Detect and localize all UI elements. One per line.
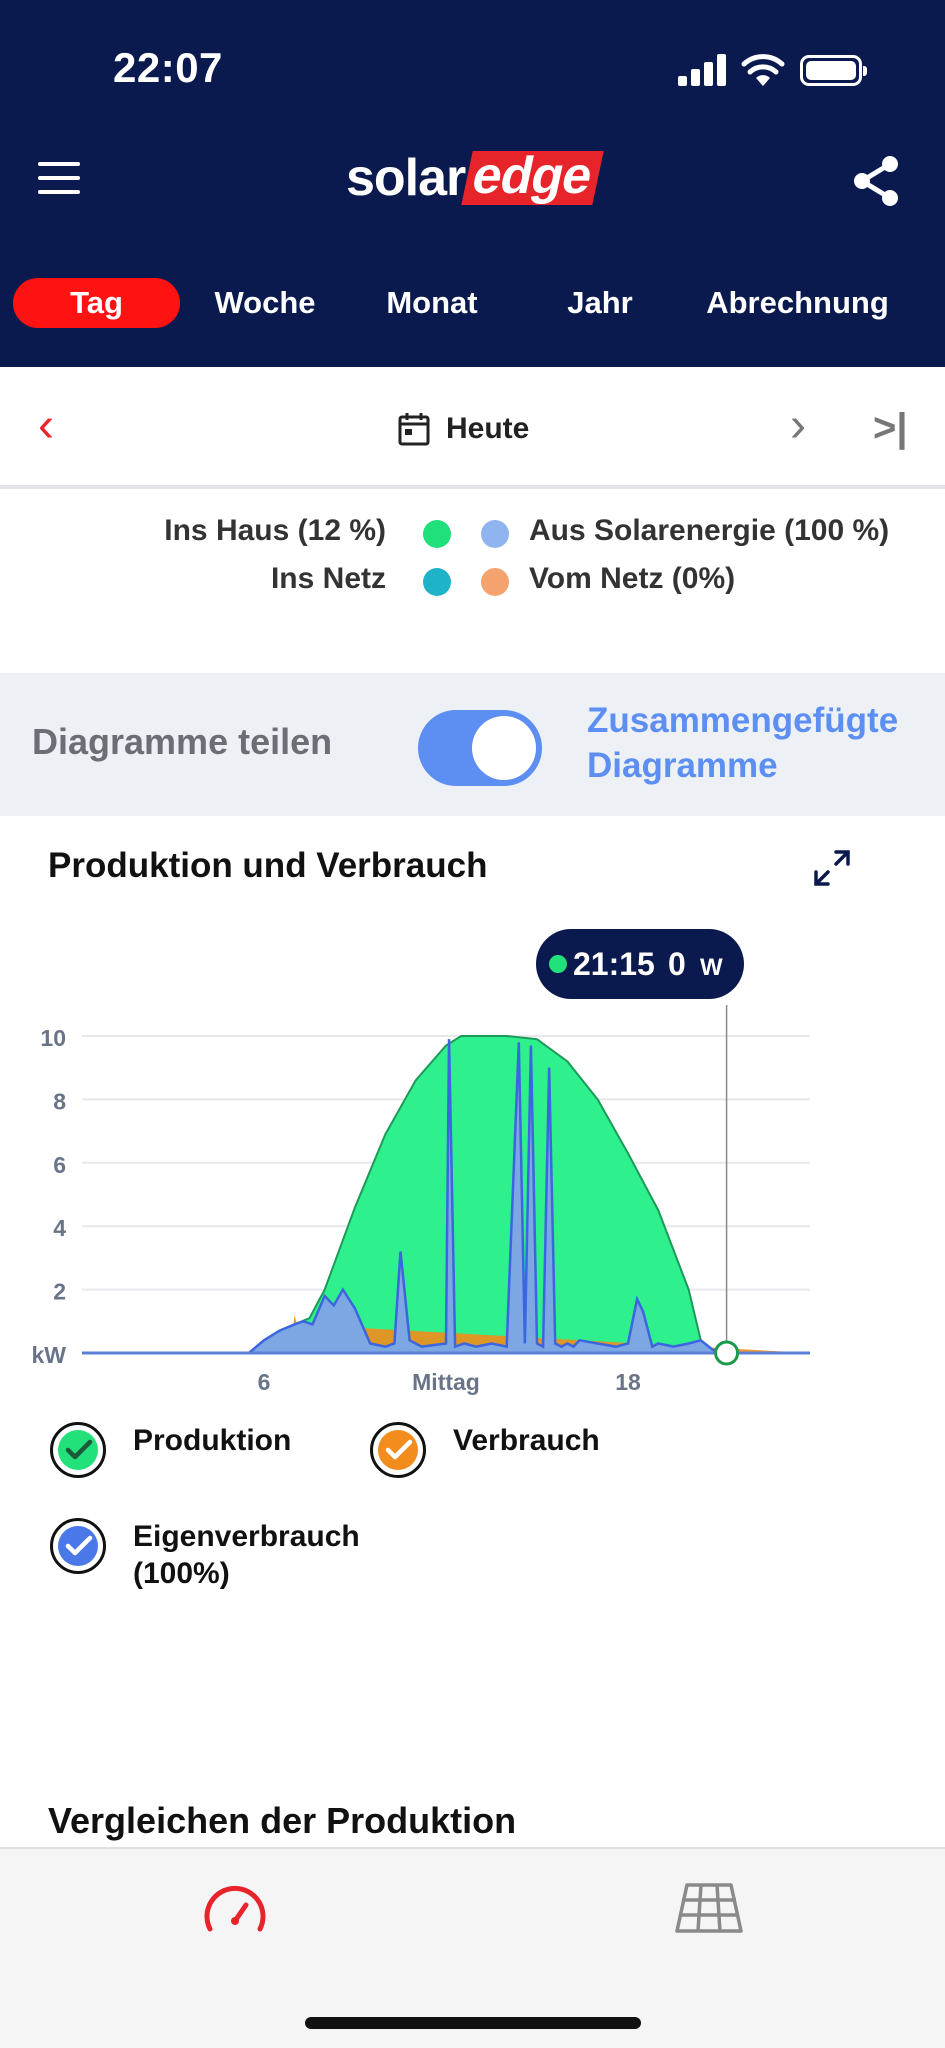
tab-tag[interactable]: Tag — [13, 278, 180, 328]
tab-monat[interactable]: Monat — [386, 285, 478, 320]
x-tick-label: 6 — [258, 1369, 271, 1395]
y-tick-label: 6 — [53, 1152, 66, 1178]
chevron-left-icon[interactable]: ‹ — [38, 399, 54, 452]
cursor-marker — [714, 1340, 740, 1366]
legend-eigenverbrauch[interactable]: Eigenverbrauch (100%) — [50, 1518, 390, 1608]
period-tabs: Tag Woche Monat Jahr Abrechnung — [0, 270, 945, 332]
wifi-icon — [741, 54, 785, 86]
production-consumption-chart[interactable]: kW 2 4 6 8 10 6 Mittag 18 21:15 0 W — [0, 920, 945, 1420]
x-tick-label: Mittag — [412, 1369, 480, 1395]
y-tick-label: 2 — [53, 1279, 66, 1305]
bottom-navigation — [0, 1847, 945, 2048]
combined-diagrams-link[interactable]: Zusammengefügte Diagramme — [587, 701, 899, 785]
checkbox-icon — [370, 1422, 426, 1478]
date-navigation: ‹ Heute › >| — [0, 367, 945, 489]
legend-produktion-label: Produktion — [133, 1424, 292, 1457]
orange-dot-icon — [481, 568, 509, 596]
solar-panel-layout-icon[interactable] — [675, 1881, 743, 1937]
home-indicator — [305, 2017, 641, 2029]
solaredge-logo: solar edge — [346, 147, 605, 208]
legend-ins-netz: Ins Netz — [270, 562, 386, 595]
eigenverbrauch-line — [82, 1039, 810, 1355]
logo-edge-text: edge — [461, 147, 605, 205]
status-time: 22:07 — [113, 44, 223, 91]
checkbox-icon — [50, 1518, 106, 1574]
legend-produktion[interactable]: Produktion — [50, 1422, 330, 1482]
legend-eigenverbrauch-label: Eigenverbrauch (100%) — [133, 1520, 360, 1590]
toggle-label: Diagramme teilen — [32, 721, 333, 762]
chart-title: Produktion und Verbrauch — [48, 846, 488, 885]
tooltip-bg — [536, 929, 744, 999]
tooltip-unit: W — [700, 954, 723, 981]
compare-section-title: Vergleichen der Produktion — [48, 1800, 517, 1841]
legend-ins-haus: Ins Haus (12 %) — [164, 514, 386, 547]
chevron-right-icon[interactable]: › — [790, 399, 806, 452]
expand-icon[interactable] — [812, 848, 852, 888]
y-tick-label: 8 — [53, 1088, 66, 1114]
date-label: Heute — [446, 412, 530, 445]
dashboard-gauge-icon[interactable] — [202, 1881, 268, 1937]
menu-icon[interactable] — [38, 162, 82, 196]
app-header: 22:07 solar edge Tag Woche Monat Jahr Ab… — [0, 0, 945, 367]
share-icon[interactable] — [852, 155, 900, 207]
tab-woche[interactable]: Woche — [214, 285, 316, 320]
date-picker[interactable]: Heute — [398, 407, 529, 451]
produktion-area — [82, 1036, 810, 1353]
y-tick-label: 10 — [40, 1025, 66, 1051]
legend-vom-netz: Vom Netz (0%) — [529, 562, 736, 595]
energy-flow-legend: Ins Haus (12 %) Aus Solarenergie (100 %)… — [0, 493, 945, 673]
battery-icon — [800, 55, 867, 86]
green-dot-icon — [423, 520, 451, 548]
tab-abrechnung[interactable]: Abrechnung — [706, 285, 889, 320]
split-diagrams-switch[interactable] — [418, 710, 542, 786]
x-tick-label: 18 — [615, 1369, 641, 1395]
skip-to-end-icon[interactable]: >| — [873, 406, 908, 450]
legend-verbrauch-label: Verbrauch — [453, 1424, 600, 1457]
y-tick-label: kW — [32, 1342, 67, 1368]
lightblue-dot-icon — [481, 520, 509, 548]
tooltip-value: 0 — [668, 946, 686, 982]
legend-verbrauch[interactable]: Verbrauch — [370, 1422, 690, 1482]
tab-jahr[interactable]: Jahr — [567, 285, 633, 320]
y-tick-label: 4 — [53, 1215, 66, 1241]
calendar-icon — [398, 413, 430, 446]
checkbox-icon — [50, 1422, 106, 1478]
cellular-signal-icon — [678, 52, 728, 86]
tooltip-time: 21:15 — [573, 946, 655, 982]
teal-dot-icon — [423, 568, 451, 596]
tooltip-dot-icon — [549, 955, 567, 973]
logo-solar-text: solar — [346, 149, 466, 207]
legend-aus-solarenergie: Aus Solarenergie (100 %) — [529, 514, 890, 547]
